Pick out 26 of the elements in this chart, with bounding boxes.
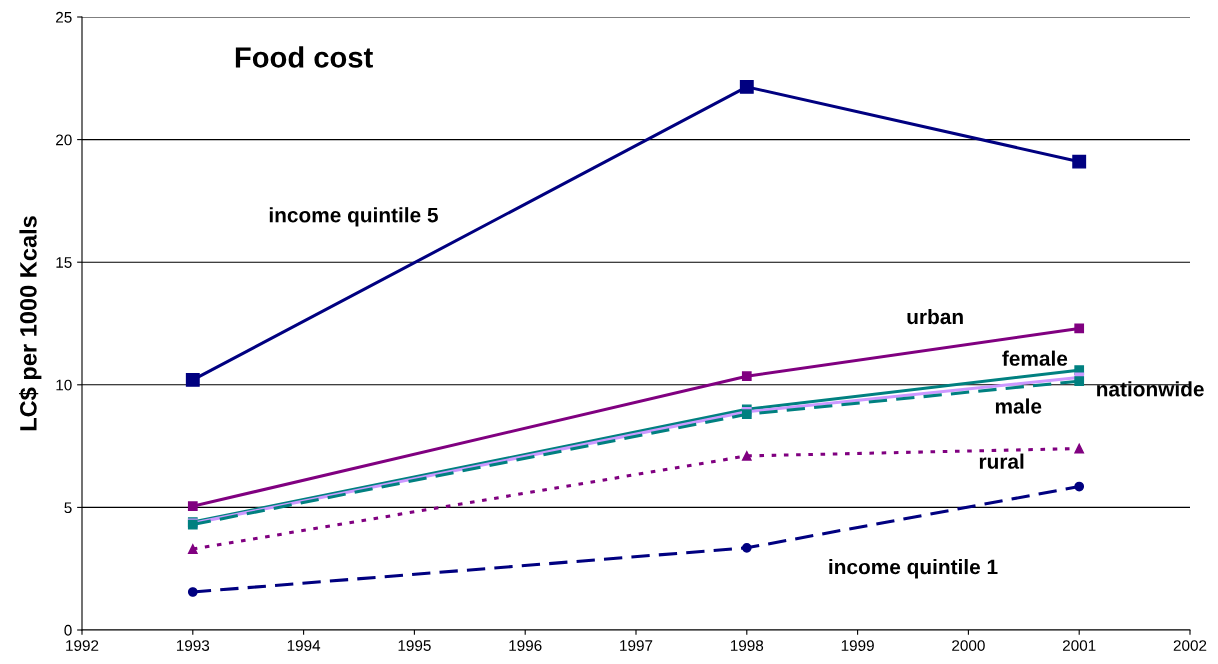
x-tick-label: 1993 xyxy=(176,640,210,651)
y-axis-title: LC$ per 1000 Kcals xyxy=(18,216,42,431)
x-tick-label: 1996 xyxy=(509,640,542,651)
series-label: rural xyxy=(979,453,1024,469)
series-label: income quintile 5 xyxy=(269,207,438,227)
series-label: female xyxy=(1002,350,1068,366)
y-tick-label: 25 xyxy=(56,11,72,23)
x-tick-label: 1994 xyxy=(287,640,321,651)
y-tick-label: 0 xyxy=(64,624,72,636)
series-label: nationwide xyxy=(1097,381,1204,397)
x-tick-label: 2002 xyxy=(1173,640,1207,651)
y-tick-label: 15 xyxy=(56,257,72,268)
x-tick-label: 2000 xyxy=(952,640,985,651)
text: Food cost xyxy=(235,46,373,68)
series-label: income quintile 1 xyxy=(829,558,998,579)
x-tick-label: 1992 xyxy=(66,640,99,651)
x-tick-label: 1995 xyxy=(398,640,431,651)
x-tick-label: 1998 xyxy=(730,640,764,651)
x-tick-label: 1997 xyxy=(620,640,653,651)
x-tick-label: 1999 xyxy=(841,640,874,651)
y-tick-label: 5 xyxy=(64,502,72,514)
series-label: urban xyxy=(907,308,963,325)
x-tick-label: 2001 xyxy=(1062,640,1096,651)
y-tick-label: 10 xyxy=(56,379,72,391)
series-label: male xyxy=(995,398,1042,414)
y-tick-label: 20 xyxy=(56,134,72,146)
